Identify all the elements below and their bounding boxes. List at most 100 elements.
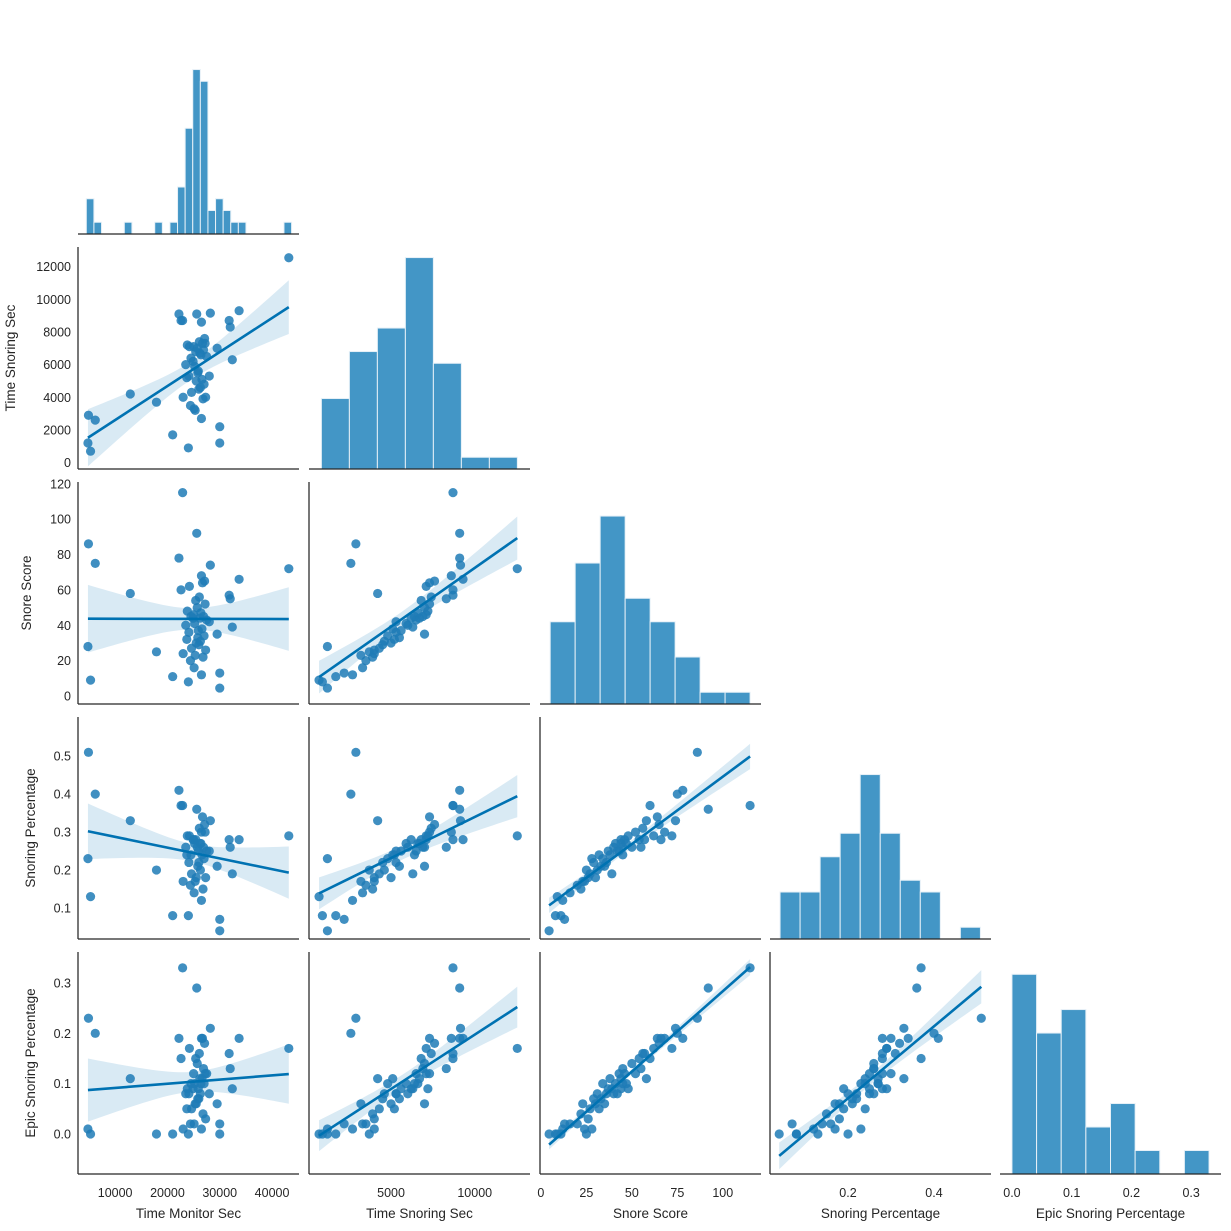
data-point [192, 528, 202, 538]
data-point [83, 438, 93, 448]
data-point [703, 804, 713, 814]
data-point [609, 1089, 619, 1099]
confidence-band [319, 986, 518, 1152]
data-point [351, 1013, 361, 1023]
y-tick-label: 0.4 [54, 788, 71, 802]
data-point [429, 1038, 440, 1048]
y-tick-label: 0.2 [54, 864, 71, 878]
histogram-bar [177, 186, 186, 235]
data-point [151, 397, 162, 407]
data-point [234, 306, 244, 316]
data-point [877, 1033, 887, 1043]
y-tick-label: 0.1 [54, 902, 71, 916]
y-tick-label: 6000 [43, 358, 71, 372]
panel-scatter-4-2 [539, 952, 761, 1175]
histogram-bar [724, 691, 751, 705]
data-point [630, 827, 641, 837]
data-point [856, 1124, 866, 1134]
histogram-bar [699, 691, 726, 705]
x-tick-label: 0 [537, 1186, 544, 1200]
data-point [550, 911, 561, 921]
panel-scatter-2-0 [77, 482, 299, 705]
data-point [424, 812, 435, 822]
data-point [176, 800, 186, 811]
data-point [90, 415, 100, 425]
data-point [178, 488, 188, 498]
x-tick-label: 10000 [457, 1186, 492, 1200]
data-point [894, 1038, 905, 1048]
data-point [184, 831, 195, 841]
data-point [373, 1074, 383, 1084]
data-point [215, 914, 225, 925]
data-point [446, 1033, 456, 1043]
data-point [317, 677, 327, 687]
data-point [225, 594, 235, 604]
data-point [174, 785, 184, 795]
data-point [178, 963, 188, 973]
data-point [192, 804, 202, 814]
histogram-bar [237, 221, 247, 235]
panel-scatter-3-1 [308, 717, 530, 940]
data-point [192, 842, 202, 852]
data-point [83, 747, 94, 757]
data-point [85, 446, 96, 456]
data-point [419, 1099, 430, 1109]
data-point [774, 1129, 784, 1139]
data-point [196, 413, 207, 424]
data-point [205, 308, 215, 318]
data-point [408, 869, 418, 879]
x-tick-label: 40000 [255, 1186, 290, 1200]
data-point [656, 835, 666, 845]
data-point [455, 560, 466, 570]
histogram-bar [154, 221, 163, 235]
data-point [544, 926, 554, 936]
data-point [373, 816, 383, 826]
data-point [215, 668, 225, 678]
data-point [322, 926, 333, 936]
data-point [623, 1084, 633, 1094]
histogram-bar [624, 597, 651, 705]
data-point [168, 1129, 178, 1139]
data-point [125, 588, 135, 599]
y-axis-label: Time Snoring Sec [3, 304, 18, 411]
data-point [448, 963, 458, 973]
data-point [374, 1104, 384, 1114]
regression-line [318, 1005, 518, 1137]
data-point [877, 1053, 887, 1064]
data-point [455, 1033, 465, 1043]
data-point [369, 1114, 379, 1124]
data-point [347, 1124, 358, 1134]
histogram-bar [879, 832, 901, 940]
data-point [225, 1063, 235, 1074]
data-point [383, 631, 393, 641]
data-point [933, 1033, 943, 1043]
y-tick-label: 0 [64, 456, 71, 470]
data-point [205, 560, 215, 570]
data-point [151, 647, 162, 657]
data-point [215, 683, 225, 693]
data-point [182, 1084, 192, 1094]
data-point [225, 842, 235, 852]
histogram-bar [599, 515, 626, 705]
data-point [314, 892, 324, 902]
data-point [331, 671, 341, 682]
data-point [886, 1033, 896, 1043]
data-point [186, 353, 196, 363]
x-axis-label: Epic Snoring Percentage [1036, 1206, 1185, 1221]
data-point [322, 854, 333, 864]
histogram-bar [404, 257, 434, 470]
x-tick-label: 0.2 [839, 1186, 856, 1200]
data-point [151, 865, 162, 875]
y-tick-label: 40 [57, 619, 71, 633]
data-point [791, 1129, 801, 1139]
data-point [455, 785, 465, 795]
data-point [821, 1109, 832, 1119]
y-tick-label: 4000 [43, 391, 71, 405]
data-point [641, 816, 652, 826]
data-point [423, 1084, 433, 1094]
data-point [85, 675, 96, 685]
data-point [185, 1119, 196, 1129]
data-point [197, 624, 207, 634]
data-point [331, 1129, 341, 1139]
data-point [201, 392, 211, 402]
